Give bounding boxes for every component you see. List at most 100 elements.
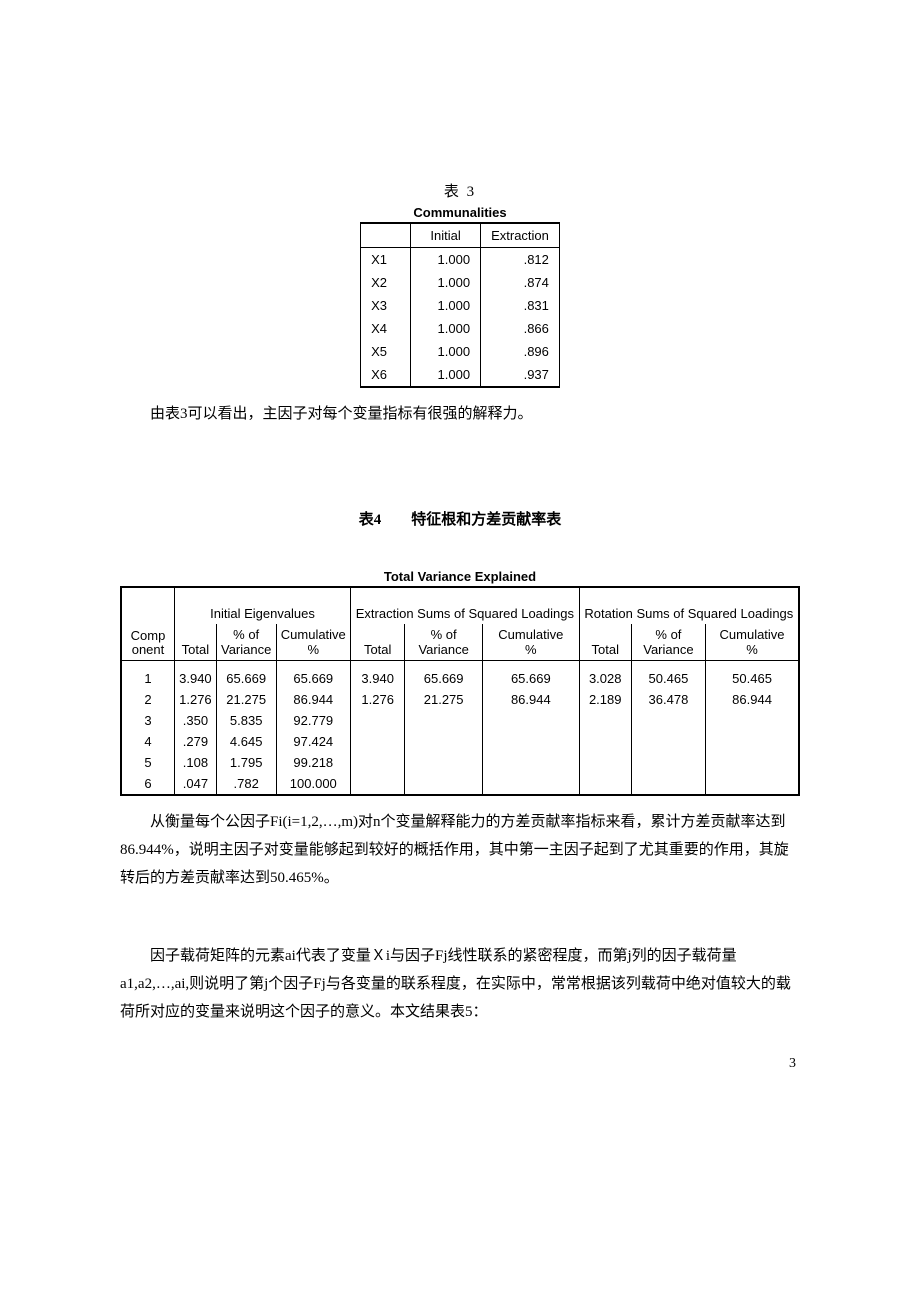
page-number: 3	[120, 1056, 800, 1072]
table-cell: 1.276	[351, 689, 405, 710]
table-cell: 6	[121, 773, 175, 795]
table3-subtitle: Communalities	[120, 205, 800, 220]
table-cell: 36.478	[631, 689, 705, 710]
table3-caption: 表 3	[120, 180, 800, 201]
table-cell	[706, 731, 799, 752]
col-blank	[361, 223, 411, 248]
col-initial: Initial	[411, 223, 481, 248]
group-initial: Initial Eigenvalues	[175, 587, 351, 624]
sub-var1: % ofVariance	[216, 624, 276, 661]
table-cell	[482, 710, 579, 731]
table-cell: .279	[175, 731, 217, 752]
table-cell: .866	[481, 317, 560, 340]
table-cell: X5	[361, 340, 411, 363]
table-cell: X4	[361, 317, 411, 340]
table-cell: 1.276	[175, 689, 217, 710]
table-cell: 21.275	[405, 689, 483, 710]
table-cell: 65.669	[216, 661, 276, 690]
sub-cum3: Cumulative%	[706, 624, 799, 661]
table-cell: 1.000	[411, 340, 481, 363]
table-cell	[706, 710, 799, 731]
table-cell: 1.000	[411, 317, 481, 340]
table-cell: 92.779	[276, 710, 351, 731]
table-cell: 65.669	[405, 661, 483, 690]
table-cell: 1.000	[411, 248, 481, 272]
table-cell: 3.940	[351, 661, 405, 690]
table-cell: .782	[216, 773, 276, 795]
table-cell	[579, 752, 631, 773]
table-cell: 4	[121, 731, 175, 752]
variance-table: Component Initial Eigenvalues Extraction…	[120, 586, 800, 796]
table-cell	[351, 731, 405, 752]
paragraph-1: 由表3可以看出，主因子对每个变量指标有很强的解释力。	[120, 400, 800, 428]
table-cell	[631, 752, 705, 773]
sub-total2: Total	[351, 624, 405, 661]
table-cell: 2.189	[579, 689, 631, 710]
table-cell	[405, 752, 483, 773]
table-cell	[631, 710, 705, 731]
table-cell	[405, 710, 483, 731]
table-cell: .937	[481, 363, 560, 387]
table-cell: 100.000	[276, 773, 351, 795]
table-cell: 99.218	[276, 752, 351, 773]
table-cell: .812	[481, 248, 560, 272]
table-cell: 50.465	[631, 661, 705, 690]
table-cell: 4.645	[216, 731, 276, 752]
table-cell: 2	[121, 689, 175, 710]
table-cell	[706, 752, 799, 773]
table-cell: X1	[361, 248, 411, 272]
table-cell: 21.275	[216, 689, 276, 710]
table-cell: 65.669	[482, 661, 579, 690]
group-extraction: Extraction Sums of Squared Loadings	[351, 587, 580, 624]
table-cell	[405, 773, 483, 795]
table-cell: 3	[121, 710, 175, 731]
col-extraction: Extraction	[481, 223, 560, 248]
table-cell: 86.944	[482, 689, 579, 710]
sub-var3: % ofVariance	[631, 624, 705, 661]
table-cell: .831	[481, 294, 560, 317]
table-cell	[579, 773, 631, 795]
table-cell	[706, 773, 799, 795]
table-cell	[351, 752, 405, 773]
table-cell	[351, 710, 405, 731]
table-cell: .047	[175, 773, 217, 795]
table-cell: 1.000	[411, 271, 481, 294]
table-cell: 5.835	[216, 710, 276, 731]
table4-subtitle: Total Variance Explained	[120, 569, 800, 584]
table-cell: 5	[121, 752, 175, 773]
table-cell: 97.424	[276, 731, 351, 752]
table-cell: .874	[481, 271, 560, 294]
table-cell: 50.465	[706, 661, 799, 690]
table-cell	[482, 752, 579, 773]
table-cell	[579, 731, 631, 752]
table-cell: 1.000	[411, 294, 481, 317]
paragraph-2: 从衡量每个公因子Fi(i=1,2,…,m)对n个变量解释能力的方差贡献率指标来看…	[120, 808, 800, 892]
table-cell	[631, 731, 705, 752]
table-cell: .896	[481, 340, 560, 363]
sub-cum1: Cumulative%	[276, 624, 351, 661]
table4-title: 表4 特征根和方差贡献率表	[120, 508, 800, 529]
sub-total3: Total	[579, 624, 631, 661]
group-rotation: Rotation Sums of Squared Loadings	[579, 587, 799, 624]
table-cell	[579, 710, 631, 731]
table-cell: 1.000	[411, 363, 481, 387]
table-cell	[631, 773, 705, 795]
table-cell: 1	[121, 661, 175, 690]
table-cell: X3	[361, 294, 411, 317]
table-cell: X6	[361, 363, 411, 387]
table-cell: 86.944	[706, 689, 799, 710]
table-cell: 65.669	[276, 661, 351, 690]
paragraph-3: 因子载荷矩阵的元素ai代表了变量Ｘi与因子Fj线性联系的紧密程度，而第j列的因子…	[120, 942, 800, 1026]
sub-var2: % ofVariance	[405, 624, 483, 661]
sub-cum2: Cumulative%	[482, 624, 579, 661]
col-component: Component	[121, 587, 175, 661]
table-cell	[482, 773, 579, 795]
table-cell: 3.940	[175, 661, 217, 690]
table-cell: X2	[361, 271, 411, 294]
table-cell: .108	[175, 752, 217, 773]
table-cell: 1.795	[216, 752, 276, 773]
communalities-table: Initial Extraction X11.000.812X21.000.87…	[360, 222, 560, 388]
table-cell: 86.944	[276, 689, 351, 710]
table-cell: 3.028	[579, 661, 631, 690]
table-cell	[405, 731, 483, 752]
